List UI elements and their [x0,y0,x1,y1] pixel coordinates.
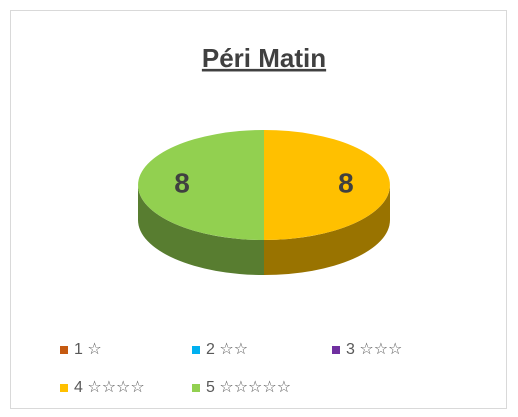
legend-label: 1 ☆ [74,341,102,358]
pie-side [264,185,390,275]
legend-swatch [332,346,340,354]
legend-label: 5 ☆☆☆☆☆ [206,379,291,396]
pie-slice [264,130,390,240]
legend-label: 2 ☆☆ [206,341,248,358]
legend-label: 4 ☆☆☆☆ [74,379,145,396]
legend-swatch [192,384,200,392]
pie-slice [138,130,264,240]
data-label: 8 [174,167,190,198]
chart-title: Péri Matin [202,43,326,73]
legend-swatch [60,346,68,354]
legend-swatch [192,346,200,354]
pie-side [138,185,264,275]
data-label: 8 [338,167,354,198]
legend-label: 3 ☆☆☆ [346,341,402,358]
legend-swatch [60,384,68,392]
